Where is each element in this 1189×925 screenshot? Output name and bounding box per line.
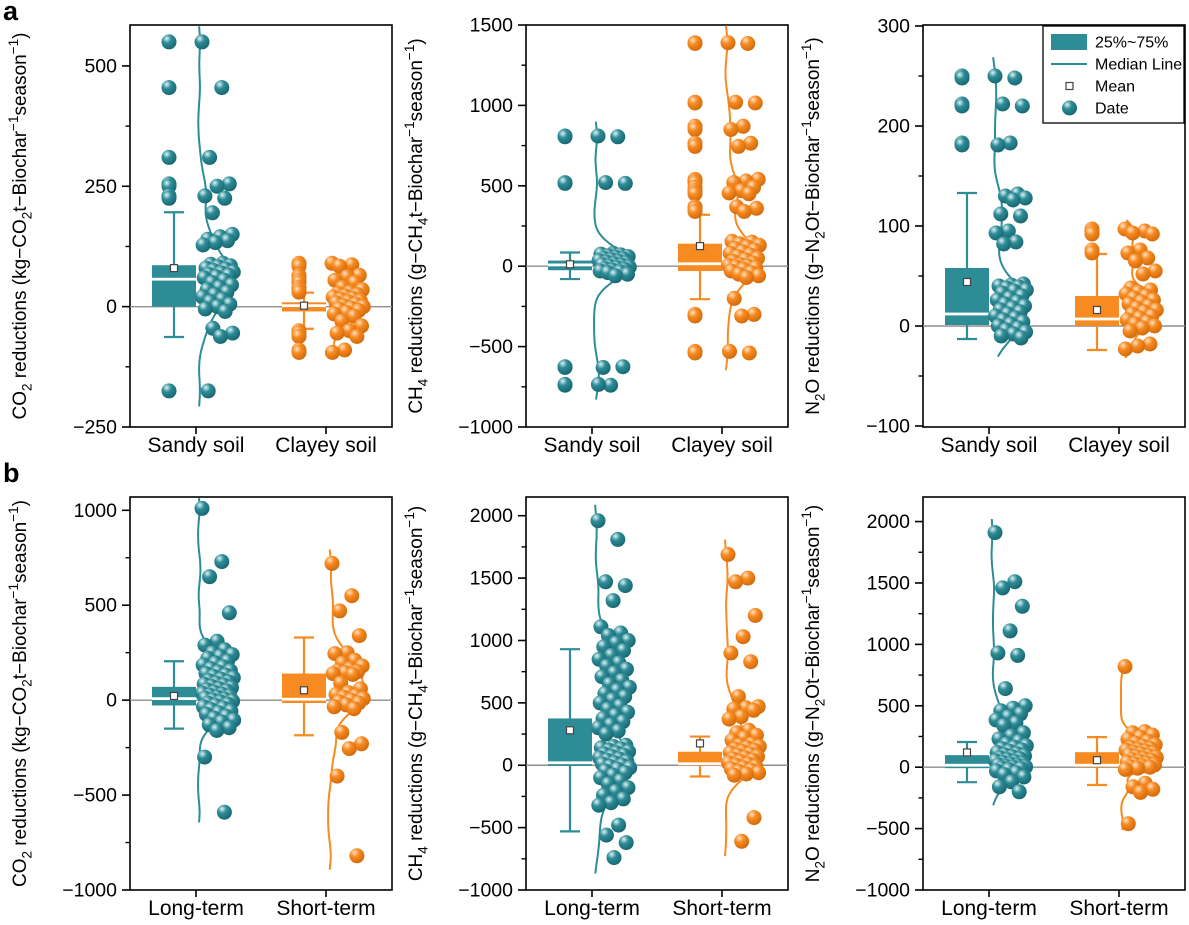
svg-text:−500: −500 xyxy=(469,336,513,358)
svg-text:250: 250 xyxy=(84,176,117,198)
panel-label-a: a xyxy=(3,0,19,26)
svg-text:−1000: −1000 xyxy=(855,880,910,902)
svg-text:500: 500 xyxy=(877,695,910,717)
svg-text:−1000: −1000 xyxy=(458,417,513,439)
chart-panel-ch4-by-duration: 2000 1500 1000 500 0 −500 −1000 Long-term Short-… xyxy=(402,496,789,920)
svg-text:Clayey soil: Clayey soil xyxy=(671,434,773,457)
svg-text:0: 0 xyxy=(502,256,513,278)
svg-text:Sandy soil: Sandy soil xyxy=(544,434,641,457)
svg-text:300: 300 xyxy=(877,16,910,38)
svg-text:CO2 reductions (kg−CO2t−Biocha: CO2 reductions (kg−CO2t−Biochar−1season−… xyxy=(6,33,35,420)
svg-text:1000: 1000 xyxy=(470,630,514,652)
svg-text:0: 0 xyxy=(899,316,910,338)
svg-text:Median Line: Median Line xyxy=(1095,57,1182,74)
panel-label-b: b xyxy=(3,458,20,488)
chart-panel-n2o-by-duration: 2000 1500 1000 500 0 −500 −1000 Long-term Short-… xyxy=(799,496,1186,920)
chart-panel-co2-by-soil: 500 250 0 −250 Sandy soil Clayey soil CO2 redu… xyxy=(6,24,393,457)
svg-text:500: 500 xyxy=(84,55,117,77)
svg-text:2000: 2000 xyxy=(867,511,911,533)
svg-text:CH4 reductions (g−CH4t−Biochar: CH4 reductions (g−CH4t−Biochar−1season−1… xyxy=(402,506,431,881)
svg-text:1500: 1500 xyxy=(867,572,911,594)
chart-panel-ch4-by-soil: 1500 1000 500 0 −500 −1000 Sandy soil Clayey so… xyxy=(402,15,789,457)
svg-text:Short-term: Short-term xyxy=(1069,897,1168,920)
svg-text:N2O reductions (g−N2Ot−Biochar: N2O reductions (g−N2Ot−Biochar−1season−1… xyxy=(799,37,828,414)
svg-text:1000: 1000 xyxy=(470,95,514,117)
svg-text:Short-term: Short-term xyxy=(276,897,375,920)
svg-text:−1000: −1000 xyxy=(458,880,513,902)
svg-text:0: 0 xyxy=(502,755,513,777)
svg-text:CO2 reductions (kg−CO2t−Biocha: CO2 reductions (kg−CO2t−Biochar−1season−… xyxy=(6,500,35,887)
svg-text:N2O reductions (g−N2Ot−Biochar: N2O reductions (g−N2Ot−Biochar−1season−1… xyxy=(799,505,828,882)
svg-text:0: 0 xyxy=(106,690,117,712)
svg-text:−1000: −1000 xyxy=(62,880,117,902)
svg-text:CH4 reductions (g−CH4t−Biochar: CH4 reductions (g−CH4t−Biochar−1season−1… xyxy=(402,38,431,413)
chart-panel-co2-by-duration: 1000 500 0 −500 −1000 Long-term Short-term CO2 … xyxy=(6,496,393,920)
svg-text:1500: 1500 xyxy=(470,568,514,590)
svg-text:0: 0 xyxy=(106,296,117,318)
svg-text:Mean: Mean xyxy=(1095,79,1135,96)
svg-text:500: 500 xyxy=(480,692,513,714)
chart-panel-n2o-by-soil: 300 200 100 0 −100 Sandy soil Clayey soil N2O r… xyxy=(799,16,1186,457)
svg-text:Sandy soil: Sandy soil xyxy=(941,434,1038,457)
svg-text:Clayey soil: Clayey soil xyxy=(1068,434,1170,457)
svg-text:Long-term: Long-term xyxy=(544,897,640,920)
svg-text:1000: 1000 xyxy=(867,634,911,656)
svg-text:−100: −100 xyxy=(866,416,910,438)
svg-text:−250: −250 xyxy=(73,417,117,439)
svg-text:Short-term: Short-term xyxy=(672,897,771,920)
svg-text:200: 200 xyxy=(877,116,910,138)
svg-text:−500: −500 xyxy=(866,818,910,840)
svg-text:0: 0 xyxy=(899,757,910,779)
svg-text:100: 100 xyxy=(877,216,910,238)
svg-text:Clayey soil: Clayey soil xyxy=(275,434,377,457)
svg-text:Sandy soil: Sandy soil xyxy=(148,434,245,457)
svg-text:−500: −500 xyxy=(73,785,117,807)
svg-text:500: 500 xyxy=(480,175,513,197)
svg-text:Long-term: Long-term xyxy=(941,897,1037,920)
svg-text:1000: 1000 xyxy=(74,500,118,522)
svg-text:Date: Date xyxy=(1095,101,1129,118)
svg-text:25%~75%: 25%~75% xyxy=(1095,35,1168,52)
svg-text:1500: 1500 xyxy=(470,15,514,37)
svg-text:−500: −500 xyxy=(469,817,513,839)
svg-text:2000: 2000 xyxy=(470,505,514,527)
svg-text:Long-term: Long-term xyxy=(148,897,244,920)
svg-text:500: 500 xyxy=(84,595,117,617)
